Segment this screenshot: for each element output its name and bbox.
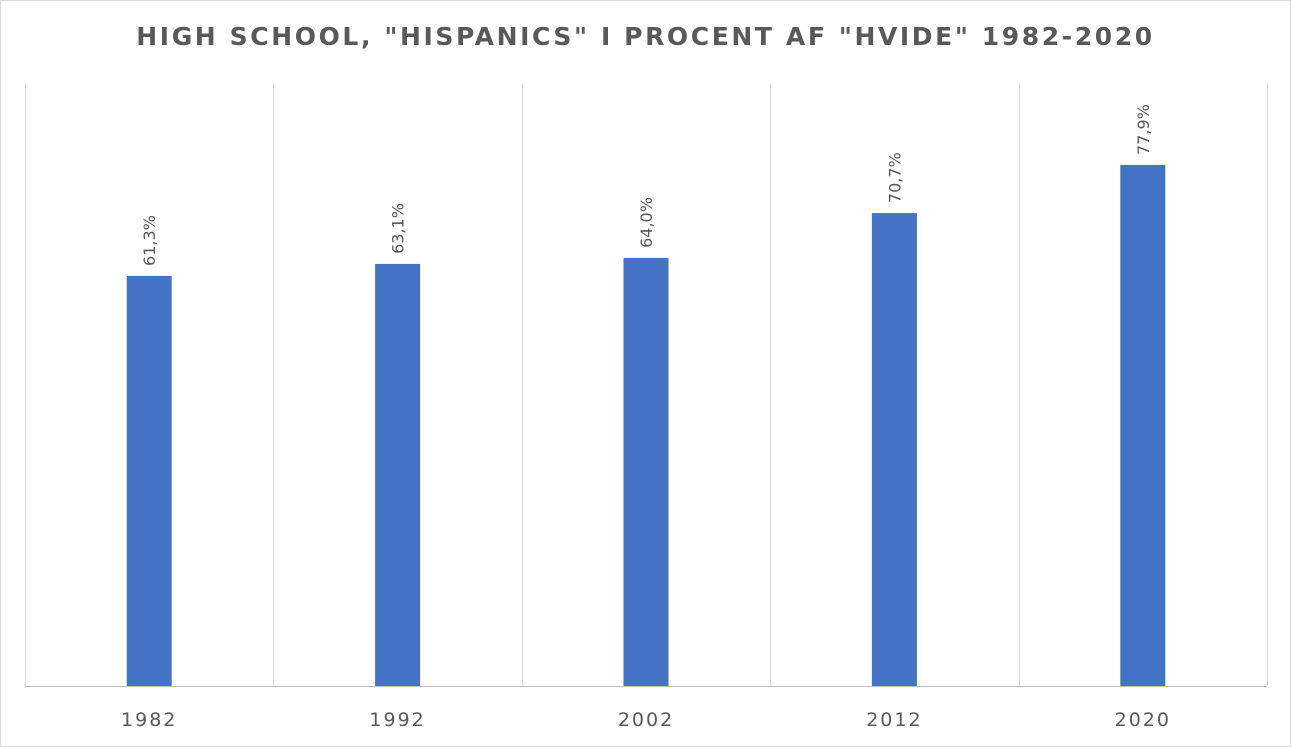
- data-label-2002: 64,0%: [637, 197, 656, 248]
- bar-2012: [871, 213, 917, 686]
- chart-title: HIGH SCHOOL, "HISPANICS" I PROCENT AF "H…: [136, 22, 1155, 51]
- x-tick-label-1992: 1992: [369, 709, 425, 731]
- bar-2020: [1120, 164, 1166, 687]
- x-tick-label-2020: 2020: [1115, 709, 1171, 731]
- x-tick-label-2012: 2012: [866, 709, 922, 731]
- bar-1992: [375, 263, 421, 686]
- x-tick-label-1982: 1982: [121, 709, 177, 731]
- data-label-1982: 61,3%: [140, 215, 159, 266]
- data-label-1992: 63,1%: [389, 203, 408, 254]
- data-label-2020: 77,9%: [1134, 104, 1153, 155]
- bar-1982: [126, 275, 172, 686]
- bar-2002: [623, 257, 669, 686]
- data-label-2012: 70,7%: [885, 152, 904, 203]
- x-tick-label-2002: 2002: [618, 709, 674, 731]
